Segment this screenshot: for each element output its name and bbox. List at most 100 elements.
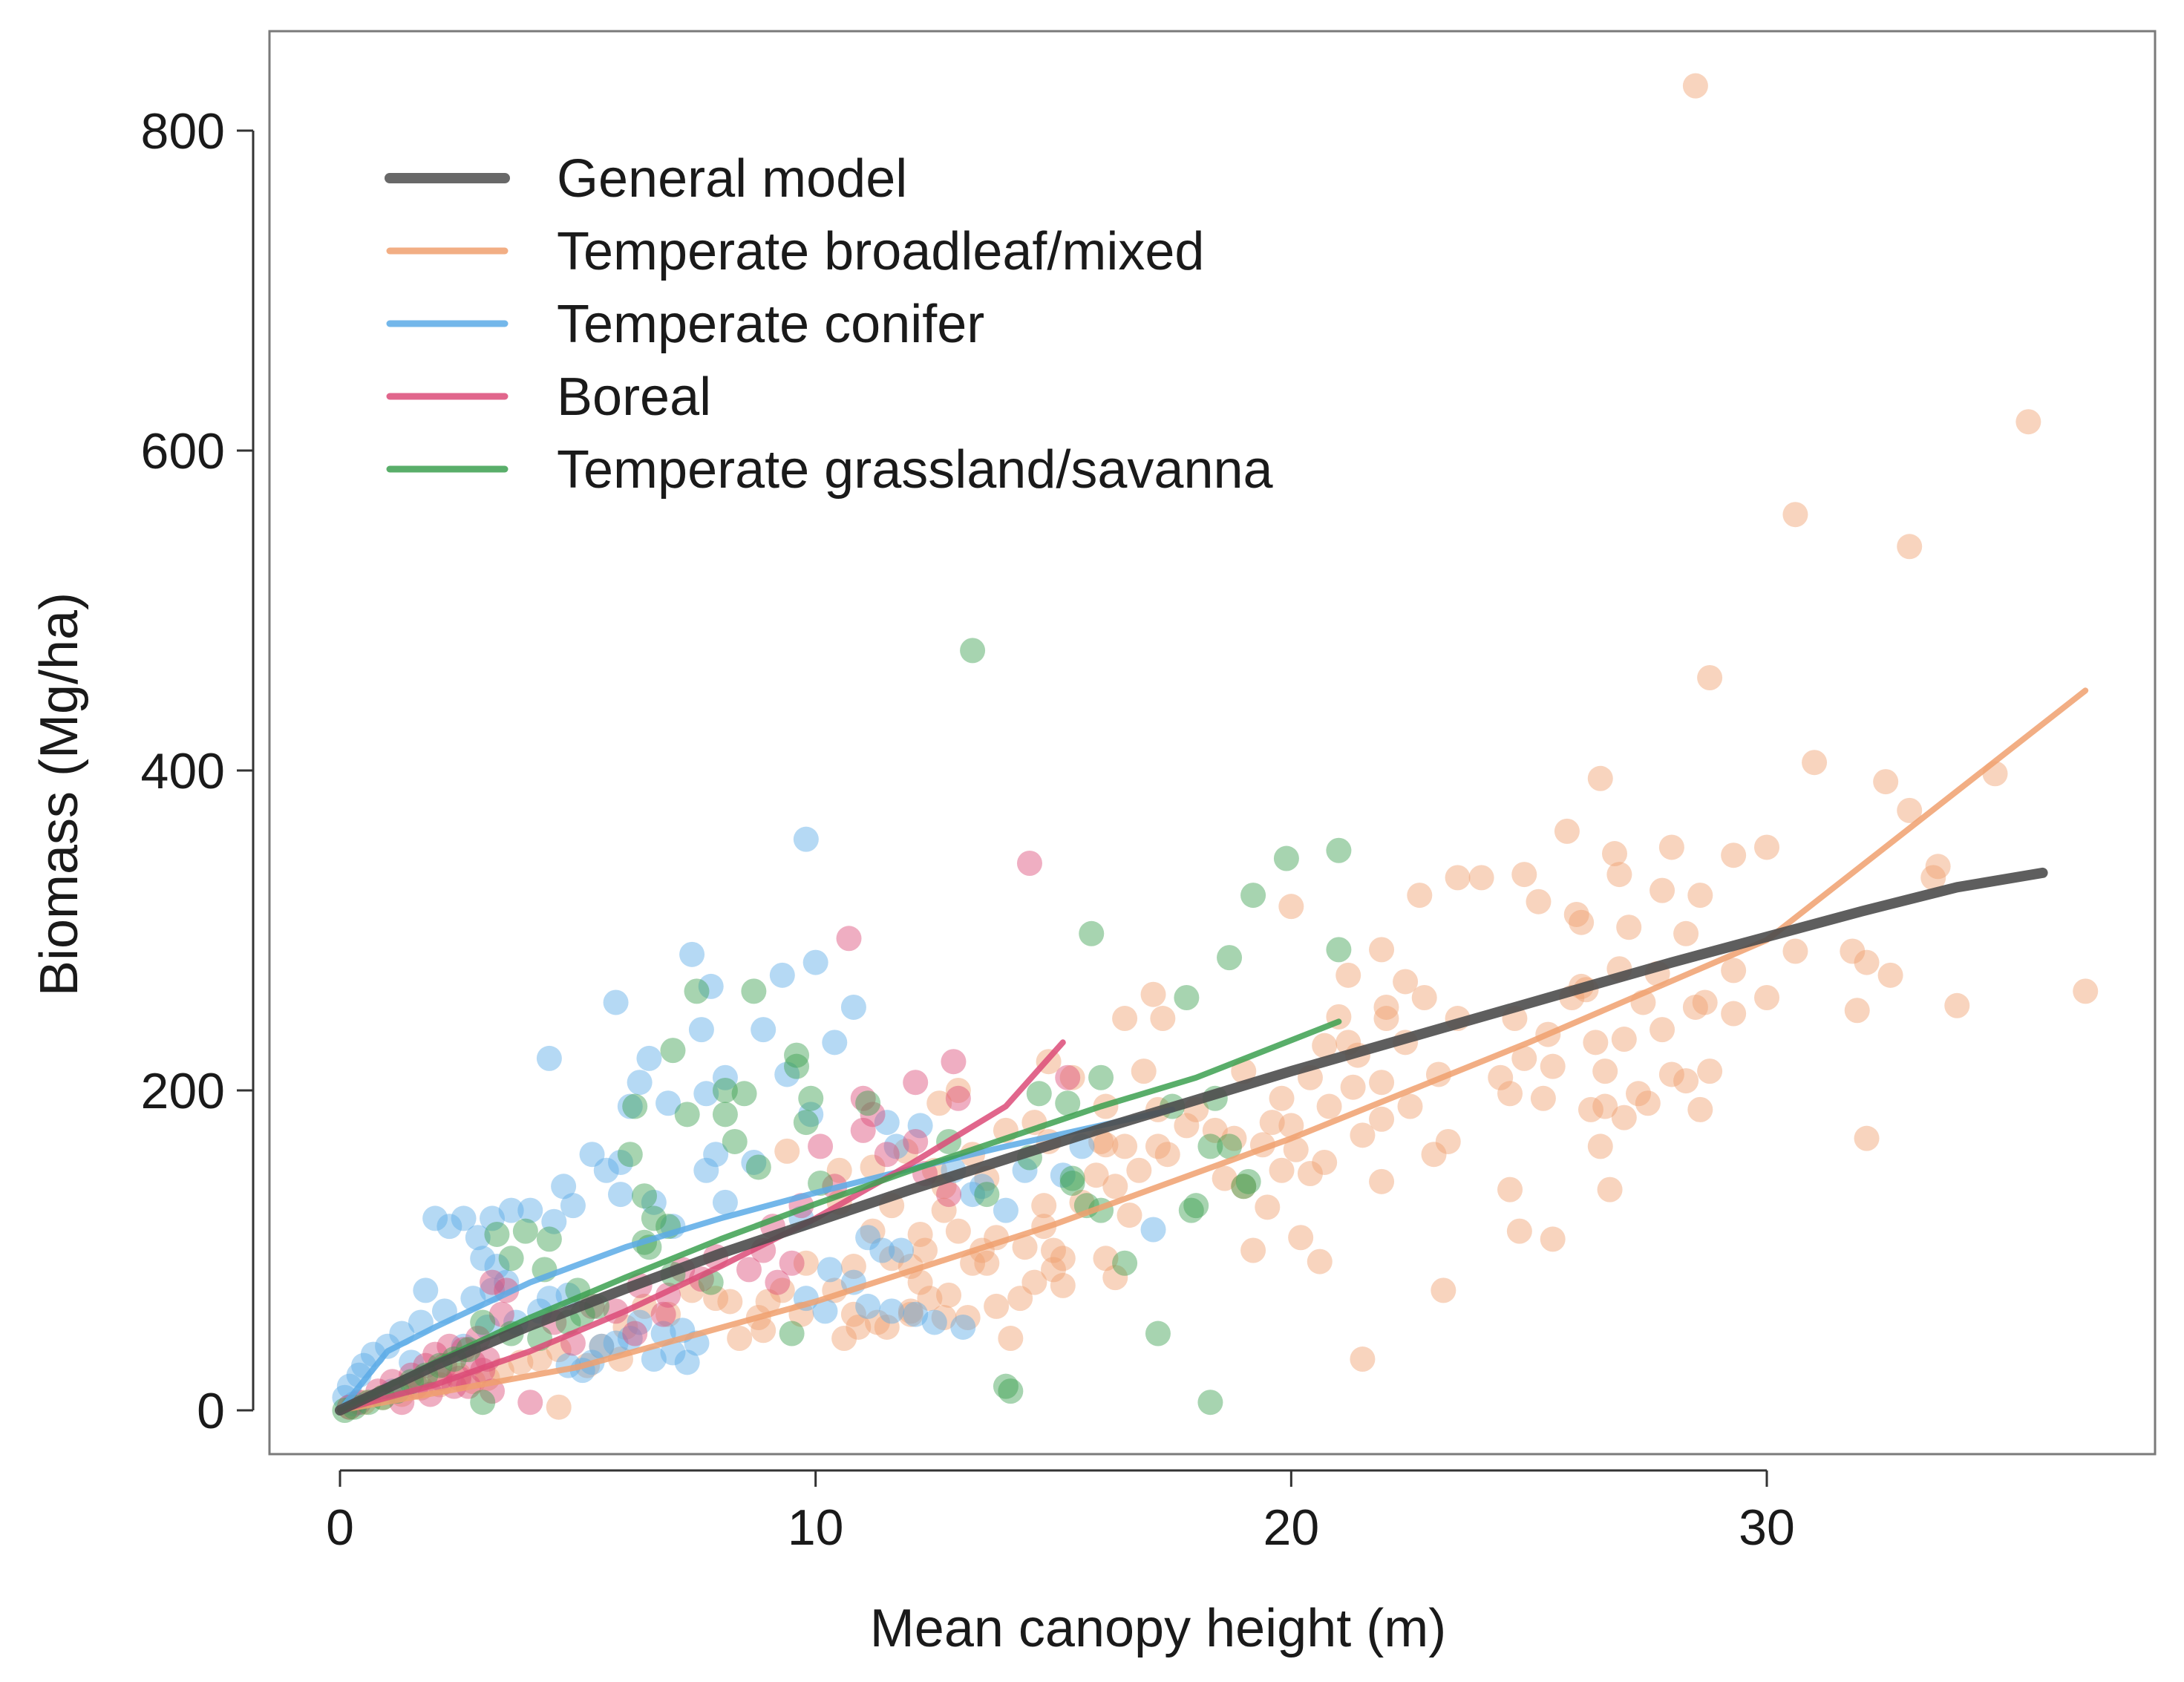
data-point (684, 978, 710, 1004)
data-point (955, 1305, 981, 1331)
data-point (1897, 534, 1923, 560)
data-point (1069, 1189, 1095, 1215)
data-point (660, 1038, 686, 1064)
data-point (517, 1197, 543, 1223)
data-point (1059, 1170, 1085, 1196)
data-point (484, 1221, 510, 1247)
x-axis-label: Mean canopy height (m) (870, 1599, 1446, 1658)
data-point (451, 1205, 477, 1231)
data-point (864, 1309, 890, 1335)
data-point (907, 1269, 933, 1295)
data-point (1140, 981, 1166, 1007)
data-point (731, 1081, 757, 1107)
data-point (1673, 920, 1699, 946)
data-point (722, 1128, 748, 1154)
data-point (860, 1102, 886, 1128)
data-point (1540, 1053, 1566, 1079)
data-point (1526, 889, 1552, 914)
data-point (465, 1225, 491, 1251)
data-point (1511, 862, 1537, 888)
data-point (1445, 865, 1471, 891)
data-point (727, 1326, 753, 1352)
plot-frame (268, 30, 2157, 1456)
data-point (1026, 1081, 1052, 1107)
data-point (1102, 1265, 1128, 1291)
data-point (660, 1340, 686, 1366)
y-tick-label: 400 (141, 743, 225, 799)
data-point (945, 1085, 971, 1111)
data-point (1140, 1217, 1166, 1243)
data-point (945, 1078, 971, 1103)
data-point (1212, 1165, 1238, 1191)
data-point (1844, 998, 1870, 1024)
data-point (1021, 1269, 1047, 1295)
data-point (1316, 1093, 1342, 1119)
data-point (1041, 1237, 1066, 1263)
data-point (1873, 769, 1899, 795)
data-point (879, 1298, 905, 1324)
data-point (1217, 1133, 1243, 1159)
data-point (846, 1314, 872, 1340)
data-point (437, 1214, 462, 1240)
data-point (1055, 1064, 1081, 1090)
data-point (693, 1157, 719, 1183)
data-point (1721, 958, 1747, 984)
data-point (712, 1064, 738, 1090)
data-point (1126, 1157, 1152, 1183)
data-point (484, 1254, 510, 1280)
data-point (1897, 797, 1923, 823)
data-point (1340, 1074, 1366, 1100)
data-point (779, 1250, 805, 1276)
data-point (1877, 962, 1903, 988)
data-point (912, 1237, 938, 1263)
data-point (617, 1093, 643, 1119)
data-point (546, 1394, 572, 1420)
data-point (1183, 1193, 1209, 1219)
data-point (1055, 1090, 1081, 1116)
data-point (1592, 1093, 1618, 1119)
data-point (855, 1090, 881, 1116)
data-point (1369, 1070, 1395, 1096)
data-point (850, 1085, 876, 1111)
data-point (883, 1133, 909, 1159)
data-point (1273, 845, 1299, 871)
data-point (1687, 1096, 1713, 1122)
data-point (769, 1277, 795, 1303)
data-point (1326, 837, 1352, 863)
data-point (1145, 1133, 1171, 1159)
data-point (1407, 883, 1433, 909)
data-point (1350, 1346, 1376, 1372)
data-point (1435, 1128, 1461, 1154)
data-point (470, 1390, 496, 1416)
data-point (793, 1250, 819, 1276)
data-point (627, 1309, 653, 1335)
data-point (1626, 1081, 1652, 1107)
data-point (793, 1110, 819, 1136)
data-point (907, 1221, 933, 1247)
data-point (1093, 1246, 1119, 1272)
data-point (1235, 1168, 1261, 1194)
data-point (622, 1321, 648, 1346)
axes-layer: 0 10 20 30 0 200 400 600 800 (141, 103, 1795, 1556)
data-point (1312, 1033, 1338, 1058)
data-point (1059, 1064, 1085, 1090)
data-point (488, 1301, 514, 1327)
data-point (984, 1293, 1010, 1319)
data-point (840, 1254, 866, 1280)
data-point (1421, 1142, 1447, 1168)
data-point (945, 1218, 971, 1244)
data-point (1041, 1257, 1066, 1283)
data-point (607, 1182, 633, 1208)
data-point (617, 1326, 643, 1352)
data-point (840, 1301, 866, 1327)
legend: General model Temperate broadleaf/mixed Te… (385, 149, 1274, 500)
data-point (898, 1298, 923, 1324)
data-point (1754, 834, 1779, 860)
data-point (903, 1070, 929, 1096)
data-point (1802, 750, 1828, 776)
fit-line-general-model (335, 867, 2048, 1416)
data-point (593, 1157, 619, 1183)
data-point (888, 1237, 914, 1263)
data-point (1131, 1058, 1157, 1084)
